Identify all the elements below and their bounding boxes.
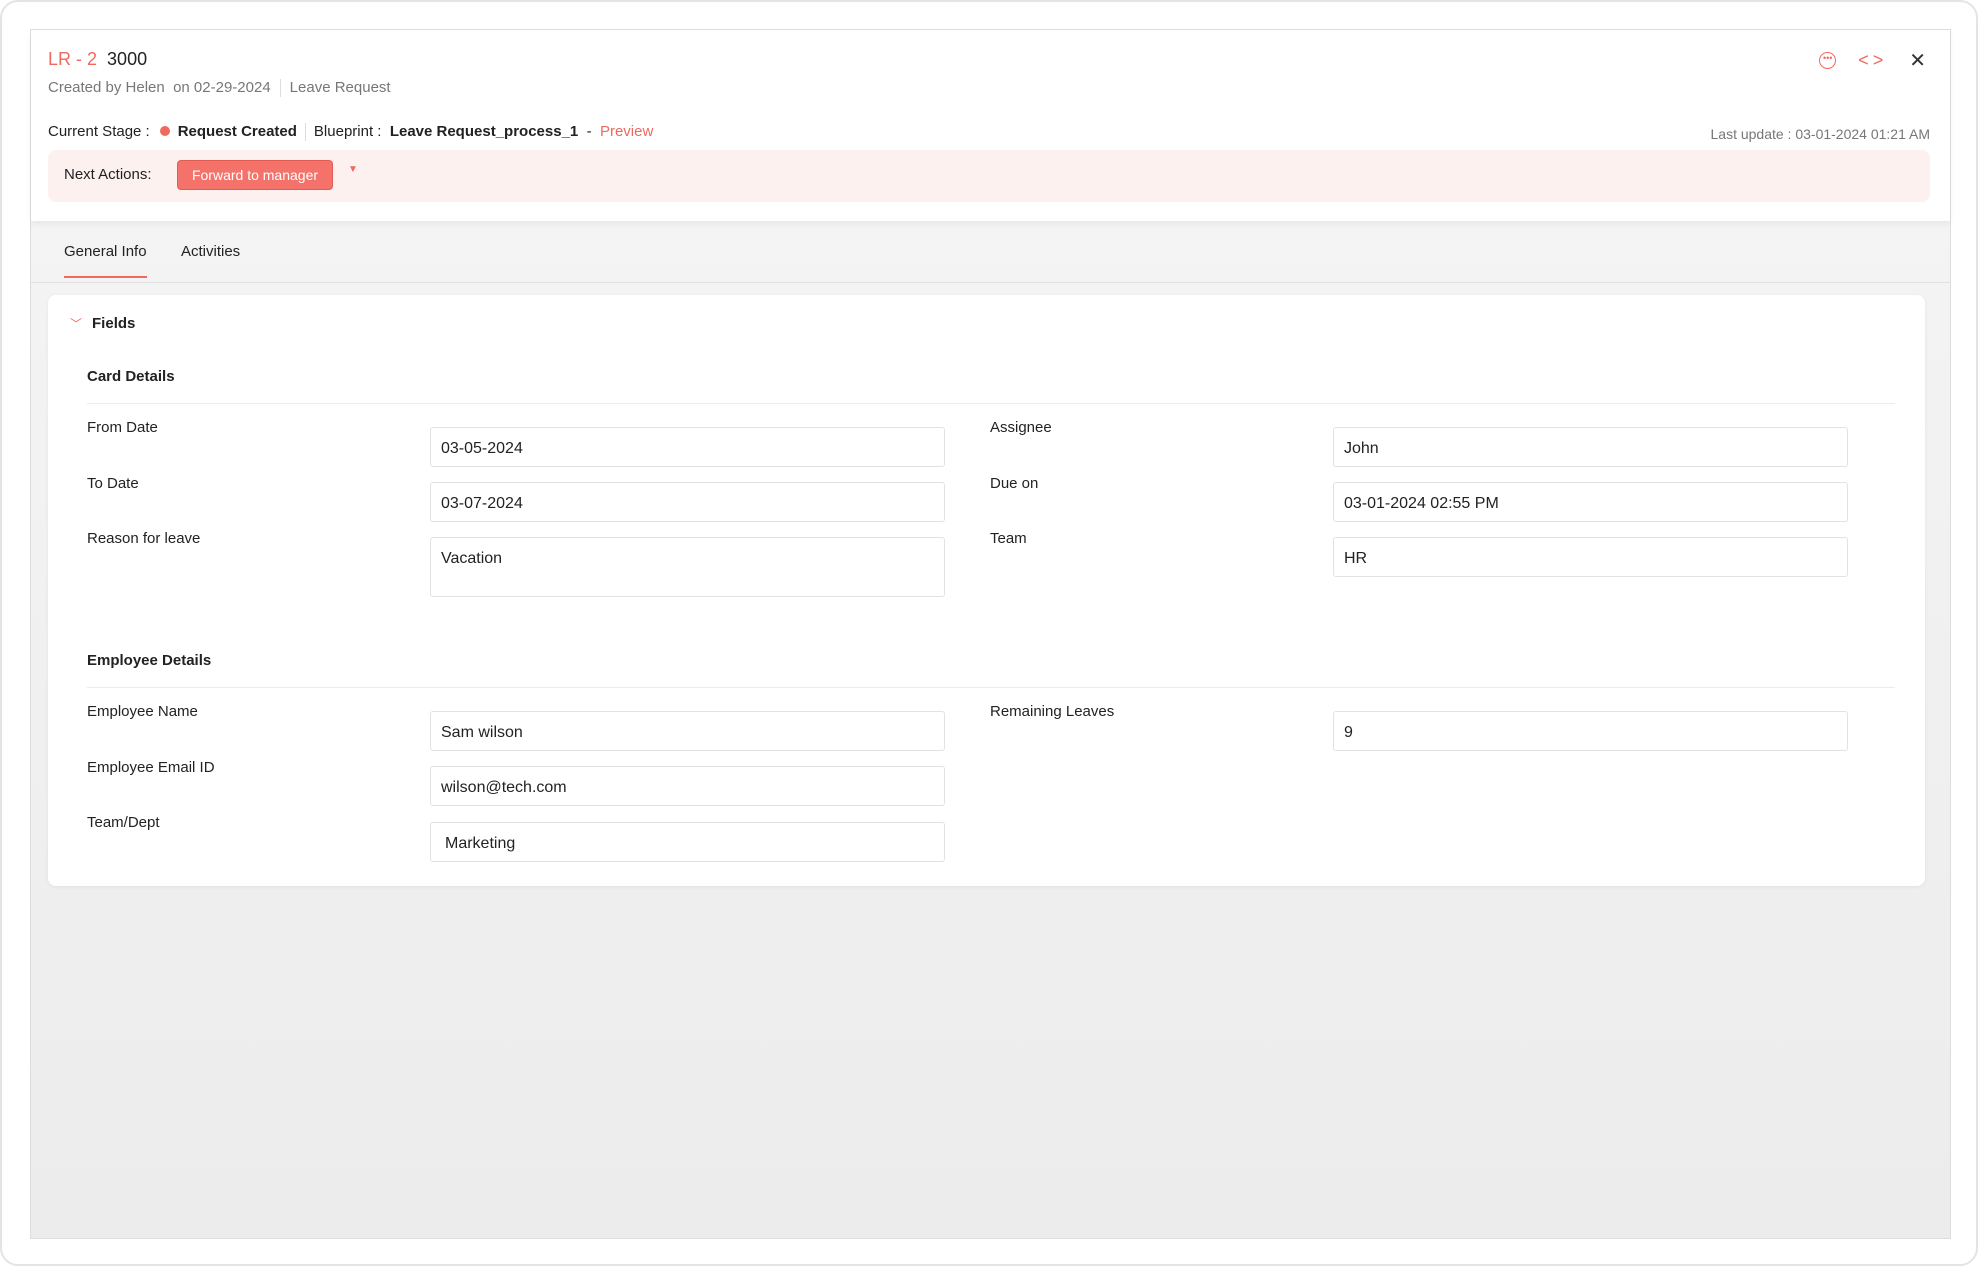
current-stage-label: Current Stage : bbox=[48, 123, 150, 140]
reason-field[interactable]: Vacation bbox=[430, 537, 945, 597]
fields-toggle[interactable]: ﹀ Fields bbox=[70, 315, 135, 332]
header-icons: ••• <> ✕ bbox=[1819, 48, 1926, 73]
team-field[interactable]: HR bbox=[1333, 537, 1848, 577]
divider bbox=[87, 687, 1895, 688]
next-actions-bar: Next Actions: Forward to manager ▼ bbox=[48, 150, 1930, 202]
tab-activities[interactable]: Activities bbox=[181, 243, 241, 260]
caret-down-icon[interactable]: ▼ bbox=[348, 164, 358, 175]
record-number: 3000 bbox=[107, 49, 148, 69]
employee-email-label: Employee Email ID bbox=[87, 759, 215, 776]
record-id: LR - 2 bbox=[48, 49, 98, 69]
to-date-label: To Date bbox=[87, 475, 139, 492]
record-meta: Created by Helen on 02-29-2024 Leave Requ… bbox=[48, 79, 391, 98]
stage-status-dot bbox=[159, 126, 170, 136]
record-header: LR - 2 3000 Created by Helen on 02-29-20… bbox=[31, 30, 1950, 221]
remaining-leaves-label: Remaining Leaves bbox=[990, 703, 1115, 720]
prev-next-icons: <> bbox=[1858, 50, 1887, 71]
assignee-field[interactable]: John bbox=[1333, 427, 1848, 467]
reason-label: Reason for leave bbox=[87, 530, 201, 547]
chevron-down-icon: ﹀ bbox=[70, 317, 83, 331]
created-by: Created by Helen bbox=[48, 79, 165, 96]
last-update: Last update : 03-01-2024 01:21 AM bbox=[1710, 126, 1931, 142]
team-label: Team bbox=[990, 530, 1027, 547]
employee-email-field[interactable]: wilson@tech.com bbox=[430, 766, 945, 806]
record-type: Leave Request bbox=[289, 79, 391, 96]
fields-card: ﹀ Fields Card Details From Date 03-05-202… bbox=[48, 295, 1925, 886]
previous-record-icon[interactable]: < bbox=[1858, 50, 1873, 70]
more-options-icon[interactable]: ••• bbox=[1819, 52, 1837, 69]
card-details-heading: Card Details bbox=[87, 368, 175, 385]
preview-link[interactable]: Preview bbox=[599, 123, 654, 140]
divider bbox=[87, 403, 1895, 404]
separator-dash: - bbox=[586, 123, 592, 140]
blueprint-label: Blueprint : bbox=[313, 123, 382, 140]
from-date-field[interactable]: 03-05-2024 bbox=[430, 427, 945, 467]
current-stage: Request Created bbox=[177, 123, 297, 140]
employee-name-field[interactable]: Sam wilson bbox=[430, 711, 945, 751]
fields-title: Fields bbox=[92, 315, 136, 332]
to-date-field[interactable]: 03-07-2024 bbox=[430, 482, 945, 522]
next-actions-label: Next Actions: bbox=[64, 166, 152, 183]
created-on: on 02-29-2024 bbox=[173, 79, 271, 96]
record-title: LR - 2 3000 bbox=[48, 49, 147, 70]
due-on-label: Due on bbox=[990, 475, 1039, 492]
tab-general-info[interactable]: General Info bbox=[64, 243, 147, 278]
due-on-field[interactable]: 03-01-2024 02:55 PM bbox=[1333, 482, 1848, 522]
employee-name-label: Employee Name bbox=[87, 703, 198, 720]
blueprint-name: Leave Request_process_1 bbox=[389, 123, 579, 140]
employee-details-heading: Employee Details bbox=[87, 652, 212, 669]
assignee-label: Assignee bbox=[990, 419, 1052, 436]
close-icon[interactable]: ✕ bbox=[1909, 50, 1926, 72]
team-dept-field[interactable]: Marketing bbox=[430, 822, 945, 862]
forward-to-manager-button[interactable]: Forward to manager bbox=[177, 160, 333, 190]
stage-info: Current Stage : Request Created Blueprint … bbox=[48, 123, 654, 142]
tab-bar: General Info Activities bbox=[31, 221, 1950, 283]
record-panel: LR - 2 3000 Created by Helen on 02-29-20… bbox=[30, 29, 1951, 1239]
from-date-label: From Date bbox=[87, 419, 158, 436]
remaining-leaves-field[interactable]: 9 bbox=[1333, 711, 1848, 751]
team-dept-label: Team/Dept bbox=[87, 814, 160, 831]
next-record-icon[interactable]: > bbox=[1872, 50, 1888, 70]
